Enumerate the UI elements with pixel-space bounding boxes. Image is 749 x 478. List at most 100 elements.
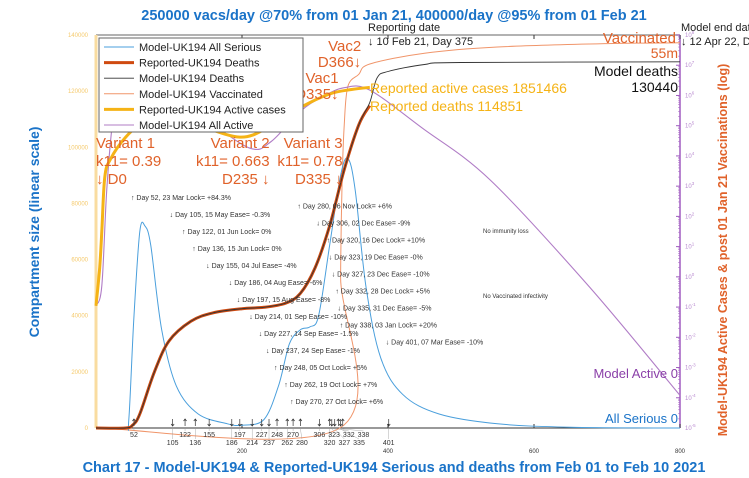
event-arrow-down	[386, 419, 391, 427]
vaccinated-label: Vaccinated	[603, 30, 676, 47]
event-day-label: 335	[353, 440, 365, 447]
y-left-tick-label: 100000	[68, 145, 89, 151]
event-arrow-up	[193, 418, 198, 426]
legend-item: Reported-UK194 Active cases	[104, 104, 286, 116]
event-label: ↓ Day 323, 19 Dec Ease= -0%	[329, 255, 423, 262]
event-day-label: 327	[338, 440, 350, 447]
event-label: ↓ Day 197, 15 Aug Ease= -8%	[237, 297, 331, 304]
event-annotations: ↑ Day 52, 23 Mar Lock= +84.3% 52 ↓ Day 105…	[130, 195, 483, 447]
variant-annotation: D335 ↓	[295, 171, 343, 188]
variant-annotation: k11= 0.39	[96, 153, 161, 170]
event-arrow-up	[340, 418, 345, 426]
event-day-label: 136	[189, 440, 201, 447]
series-line-serious	[95, 157, 681, 431]
event-day-leader	[340, 428, 360, 440]
y-axis-right-label: Model-UK194 Active Cases & post 01 Jan 2…	[716, 64, 730, 437]
event-label: ↓ Day 155, 04 Jul Ease= -4%	[206, 263, 296, 270]
vaccine-annotation: Vac2	[328, 38, 361, 55]
chart-title: Chart 17 - Model-UK194 & Reported-UK194 …	[83, 460, 706, 476]
variant-annotation: ↓ D0	[96, 171, 127, 188]
event-day-label: 338	[358, 432, 370, 439]
y-right-tick-label: 10-5	[685, 423, 696, 432]
event-arrow-up	[132, 418, 136, 426]
event-label: ↑ Day 338, 03 Jan Lock= +20%	[340, 323, 437, 330]
reported-active-cases-label: Reported active cases 1851466	[370, 80, 567, 96]
y-left-tick-label: 20000	[71, 370, 88, 376]
reported-deaths-label: Reported deaths 114851	[370, 98, 523, 114]
event-label: ↓ Day 186, 04 Aug Ease= -6%	[229, 280, 323, 287]
event-day-label: 323	[328, 432, 340, 439]
legend: Model-UK194 All Serious Reported-UK194 De…	[98, 37, 304, 133]
event-day-label: 306	[314, 432, 326, 439]
event-label: ↓ Day 327, 23 Dec Ease= -10%	[332, 272, 430, 279]
model-end-date-label: Model end date	[681, 22, 749, 34]
event-label: ↑ Day 262, 19 Oct Lock= +7%	[284, 382, 377, 389]
event-label: ↓ Day 401, 07 Mar Ease= -10%	[386, 340, 483, 347]
legend-item: Model-UK194 All Active	[104, 120, 253, 132]
vaccinated-value: 55m	[651, 45, 678, 61]
event-arrow-down	[267, 419, 271, 427]
y-right-tick-label: 107	[685, 60, 695, 69]
legend-label: Reported-UK194 Active cases	[139, 104, 286, 116]
variant-annotation: k11= 0.663	[196, 153, 270, 170]
vaccine-annotation-day: D335↓	[295, 86, 338, 103]
event-arrow-down	[250, 419, 254, 427]
event-label: ↑ Day 320, 16 Dec Lock= +10%	[327, 238, 425, 245]
y-right-tick-label: 10-4	[685, 393, 696, 402]
event-label: ↑ Day 270, 27 Oct Lock= +6%	[290, 399, 383, 406]
event-day-label: 155	[203, 432, 215, 439]
axis-ticks: 200 400 600 800 0 20000 40000 60000 80000 100000 1…	[68, 30, 696, 455]
event-label: ↓ Day 227, 14 Sep Ease= -1.5%	[259, 331, 359, 338]
variant-annotation: Variant 1	[96, 135, 155, 152]
event-label: ↑ Day 332, 28 Dec Lock= +5%	[335, 289, 430, 296]
event-arrow-down	[259, 419, 264, 427]
event-arrow-down	[330, 419, 334, 427]
y-left-tick-label: 40000	[71, 314, 88, 320]
event-arrow-up	[327, 418, 332, 426]
y-right-tick-label: 103	[685, 181, 695, 190]
event-label: ↑ Day 122, 01 Jun Lock= 0%	[182, 229, 271, 236]
series-line-model-deaths	[95, 61, 681, 429]
y-right-tick-label: 106	[685, 90, 695, 99]
variant-annotation: k11= 0.78	[277, 153, 342, 170]
event-arrow-up	[183, 418, 187, 426]
reporting-date-value: ↓ 10 Feb 21, Day 375	[368, 36, 473, 48]
event-day-label: 262	[281, 440, 293, 447]
event-arrow-down	[332, 419, 337, 427]
vaccine-annotation: Vac1	[305, 70, 338, 87]
event-day-label: 214	[246, 440, 258, 447]
event-label: ↑ Day 52, 23 Mar Lock= +84.3%	[131, 195, 231, 202]
event-day-leader	[300, 428, 303, 440]
event-arrow-down	[207, 419, 211, 427]
y-right-tick-label: 101	[685, 242, 695, 251]
legend-label: Reported-UK194 Deaths	[139, 58, 260, 70]
event-day-label: 248	[271, 432, 283, 439]
event-day-label: 186	[226, 440, 238, 447]
x-tick-label: 800	[675, 449, 686, 455]
legend-label: Model-UK194 Deaths	[139, 73, 245, 85]
y-right-tick-label: 10-3	[685, 363, 696, 372]
vaccine-annotation-day: D366↓	[318, 54, 361, 71]
legend-label: Model-UK194 All Serious	[139, 42, 262, 54]
legend-item: Model-UK194 Deaths	[104, 73, 245, 85]
event-label: ↑ Day 280, 06 Nov Lock= +6%	[297, 204, 392, 211]
y-left-tick-label: 80000	[71, 201, 88, 207]
model-deaths-value: 130440	[631, 79, 678, 95]
event-day-label: 280	[296, 440, 308, 447]
legend-box	[98, 37, 304, 133]
no-vaccinated-infectivity-note: No Vaccinated infectivity	[483, 294, 548, 300]
x-tick-label: 600	[529, 449, 540, 455]
event-label: ↓ Day 306, 02 Dec Ease= -9%	[316, 221, 410, 228]
y-right-tick-label: 100	[685, 272, 695, 281]
event-arrow-down	[317, 419, 322, 427]
event-day-leader	[342, 428, 364, 432]
event-arrow-down	[238, 419, 242, 427]
event-day-label: 105	[167, 440, 179, 447]
event-day-label: 401	[383, 440, 395, 447]
y-left-tick-label: 120000	[68, 89, 89, 95]
model-deaths-label: Model deaths	[594, 63, 678, 79]
model-active-label: Model Active 0	[593, 366, 678, 381]
y-right-tick-label: 108	[685, 30, 695, 39]
